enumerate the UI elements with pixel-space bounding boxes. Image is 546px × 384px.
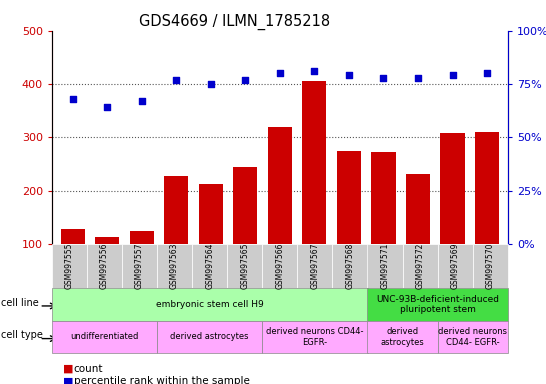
Text: percentile rank within the sample: percentile rank within the sample (74, 376, 250, 384)
Bar (406, 174, 430, 244)
Point (103, 104, 111, 111)
Text: derived neurons
CD44- EGFR-: derived neurons CD44- EGFR- (438, 327, 507, 347)
Text: cell type: cell type (1, 330, 43, 340)
Text: GSM997556: GSM997556 (100, 243, 109, 289)
Text: ■: ■ (63, 364, 73, 374)
Point (448, 73, 457, 79)
Text: cell line: cell line (1, 298, 39, 308)
Text: GSM997568: GSM997568 (346, 243, 354, 289)
Text: GSM997572: GSM997572 (416, 243, 425, 289)
Text: derived neurons CD44-
EGFR-: derived neurons CD44- EGFR- (266, 327, 364, 347)
Bar (199, 184, 223, 244)
Text: GSM997555: GSM997555 (65, 243, 74, 289)
Bar (337, 151, 361, 244)
Bar (371, 152, 395, 244)
Bar (233, 167, 257, 244)
Text: GSM997569: GSM997569 (450, 243, 460, 289)
Text: GSM997565: GSM997565 (240, 243, 250, 289)
Text: GDS4669 / ILMN_1785218: GDS4669 / ILMN_1785218 (139, 13, 330, 30)
Point (310, 68, 319, 74)
Point (379, 74, 388, 81)
Text: GSM997557: GSM997557 (135, 243, 144, 289)
Text: GSM997570: GSM997570 (486, 243, 495, 289)
Text: count: count (74, 364, 103, 374)
Bar (302, 81, 327, 244)
Text: undifferentiated: undifferentiated (70, 333, 139, 341)
Text: GSM997564: GSM997564 (205, 243, 214, 289)
Text: GSM997563: GSM997563 (170, 243, 179, 289)
Point (414, 74, 423, 81)
Point (68, 96, 77, 102)
Point (137, 98, 146, 104)
Text: ■: ■ (63, 376, 73, 384)
Text: GSM997571: GSM997571 (381, 243, 389, 289)
Text: GSM997566: GSM997566 (275, 243, 284, 289)
Bar (129, 230, 154, 244)
Text: UNC-93B-deficient-induced
pluripotent stem: UNC-93B-deficient-induced pluripotent st… (376, 295, 499, 314)
Bar (441, 133, 465, 244)
Text: derived astrocytes: derived astrocytes (170, 333, 249, 341)
Bar (61, 230, 85, 244)
Point (483, 70, 491, 76)
Text: embryonic stem cell H9: embryonic stem cell H9 (156, 300, 264, 309)
Bar (268, 127, 292, 244)
Point (206, 81, 215, 87)
Point (276, 70, 284, 76)
Point (172, 77, 181, 83)
Text: derived
astrocytes: derived astrocytes (381, 327, 424, 347)
Point (345, 73, 353, 79)
Point (241, 77, 250, 83)
Bar (164, 175, 188, 244)
Bar (475, 132, 499, 244)
Text: GSM997567: GSM997567 (310, 243, 319, 289)
Bar (95, 237, 119, 244)
